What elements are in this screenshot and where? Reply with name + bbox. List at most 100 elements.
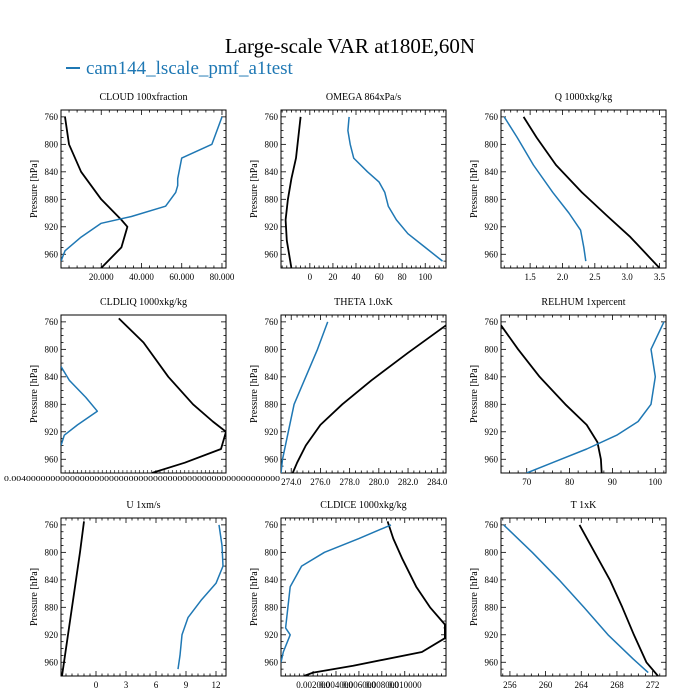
panel-7: U 1xm/s Pressure [hPa] 760 800 840 880 920 960 0… (29, 500, 227, 690)
y-tick-label: 840 (45, 372, 59, 382)
y-axis-label: Pressure [hPa] (249, 568, 260, 626)
y-tick-label: 840 (265, 167, 279, 177)
y-tick-label: 800 (45, 344, 59, 354)
panel-8: CLDICE 1000xkg/kg Pressure [hPa] 760 800 840… (249, 500, 447, 690)
x-tick-label: 3 (124, 680, 129, 690)
series-line-blue (281, 524, 392, 663)
x-tick-label: 100 (418, 272, 432, 282)
x-tick-label: 280.0 (369, 477, 390, 487)
y-tick-label: 920 (485, 427, 499, 437)
panel-title: CLOUD 100xfraction (99, 92, 187, 103)
series-line-blue (281, 321, 329, 473)
series-line-black (118, 317, 226, 473)
panel-1: CLOUD 100xfraction Pressure [hPa] 760 800 84… (29, 92, 235, 282)
y-tick-label: 920 (265, 630, 279, 640)
x-tick-label: 264 (575, 680, 589, 690)
y-tick-label: 800 (45, 139, 59, 149)
y-tick-label: 880 (485, 194, 499, 204)
series-line-blue (503, 524, 649, 674)
series-line-blue (177, 524, 224, 670)
x-tick-label: 0.008000 (365, 680, 399, 690)
y-tick-label: 920 (45, 427, 59, 437)
y-tick-label: 800 (485, 547, 499, 557)
panel-title: CLDICE 1000xkg/kg (320, 500, 406, 511)
x-tick-label: 40.000 (129, 272, 154, 282)
panel-title: U 1xm/s (126, 500, 160, 511)
x-tick-label: 276.0 (310, 477, 331, 487)
panel-frame (280, 109, 447, 269)
x-tick-label: 80.000 (210, 272, 235, 282)
y-axis-label: Pressure [hPa] (469, 568, 480, 626)
x-tick-label: 274.0 (281, 477, 302, 487)
panel-title: OMEGA 864xPa/s (326, 92, 401, 103)
y-tick-label: 760 (485, 520, 499, 530)
y-tick-label: 960 (265, 454, 279, 464)
panel-frame (60, 517, 227, 677)
y-tick-label: 960 (45, 454, 59, 464)
y-tick-label: 760 (45, 317, 59, 327)
x-tick-label: 20 (328, 272, 338, 282)
y-tick-label: 800 (265, 139, 279, 149)
x-tick-label: 6 (154, 680, 159, 690)
y-axis-label: Pressure [hPa] (469, 160, 480, 218)
figure-title: Large-scale VAR at180E,60N (224, 34, 476, 58)
x-tick-label: 1.5 (524, 272, 536, 282)
y-tick-label: 840 (45, 167, 59, 177)
series-line-blue (347, 116, 443, 262)
series-line-blue (503, 116, 587, 262)
x-tick-label: 0.002000 (296, 680, 330, 690)
x-tick-label: 60.000 (169, 272, 194, 282)
y-tick-label: 920 (265, 427, 279, 437)
y-tick-label: 840 (45, 575, 59, 585)
series-line-black (284, 116, 302, 268)
panel-5: THETA 1.0xK Pressure [hPa] 760 800 840 880 920… (249, 297, 448, 487)
y-tick-label: 760 (265, 520, 279, 530)
x-tick-label: 0 (308, 272, 313, 282)
x-tick-label: 3.0 (622, 272, 634, 282)
y-axis-label: Pressure [hPa] (29, 365, 40, 423)
panel-frame (60, 314, 227, 474)
x-tick-label: 272 (646, 680, 660, 690)
x-tick-label: 80 (565, 477, 575, 487)
legend-label: cam144_lscale_pmf_a1test (86, 58, 293, 79)
x-tick-label: 278.0 (340, 477, 361, 487)
series-line-black (64, 116, 129, 268)
y-axis-label: Pressure [hPa] (249, 365, 260, 423)
series-line-black (522, 116, 661, 268)
panel-4: CLDLIQ 1000xkg/kg Pressure [hPa] 760 800 840… (4, 297, 281, 483)
legend-swatch (66, 66, 80, 69)
y-tick-label: 880 (45, 194, 59, 204)
panel-frame (280, 314, 447, 474)
y-tick-label: 960 (265, 249, 279, 259)
y-tick-label: 920 (485, 222, 499, 232)
y-tick-label: 960 (485, 657, 499, 667)
panel-title: RELHUM 1xpercent (541, 297, 625, 308)
panel-frame (500, 314, 667, 474)
series-line-blue (526, 321, 665, 473)
panel-frame (60, 109, 227, 269)
y-tick-label: 760 (265, 317, 279, 327)
y-tick-label: 840 (485, 575, 499, 585)
y-axis-label: Pressure [hPa] (249, 160, 260, 218)
y-tick-label: 880 (45, 399, 59, 409)
y-tick-label: 760 (265, 112, 279, 122)
y-tick-label: 840 (265, 372, 279, 382)
panel-9: T 1xK Pressure [hPa] 760 800 840 880 920 960 256… (469, 500, 667, 690)
y-tick-label: 880 (265, 399, 279, 409)
series-line-black (303, 521, 446, 676)
x-tick-label: 282.0 (398, 477, 419, 487)
panel-title: THETA 1.0xK (334, 297, 393, 308)
x-tick-label-overlap: 0.00400000000000000000000000000000000000… (4, 475, 281, 483)
x-tick-label: 60 (375, 272, 385, 282)
series-line-black (291, 324, 446, 473)
x-tick-label: 12 (212, 680, 221, 690)
x-tick-label: 100 (649, 477, 663, 487)
y-tick-label: 760 (485, 317, 499, 327)
y-tick-label: 960 (45, 249, 59, 259)
y-axis-label: Pressure [hPa] (29, 568, 40, 626)
y-tick-label: 880 (265, 602, 279, 612)
y-tick-label: 960 (265, 657, 279, 667)
series-line-blue (61, 366, 99, 446)
panel-6: RELHUM 1xpercent Pressure [hPa] 760 800 840 8… (469, 297, 667, 487)
